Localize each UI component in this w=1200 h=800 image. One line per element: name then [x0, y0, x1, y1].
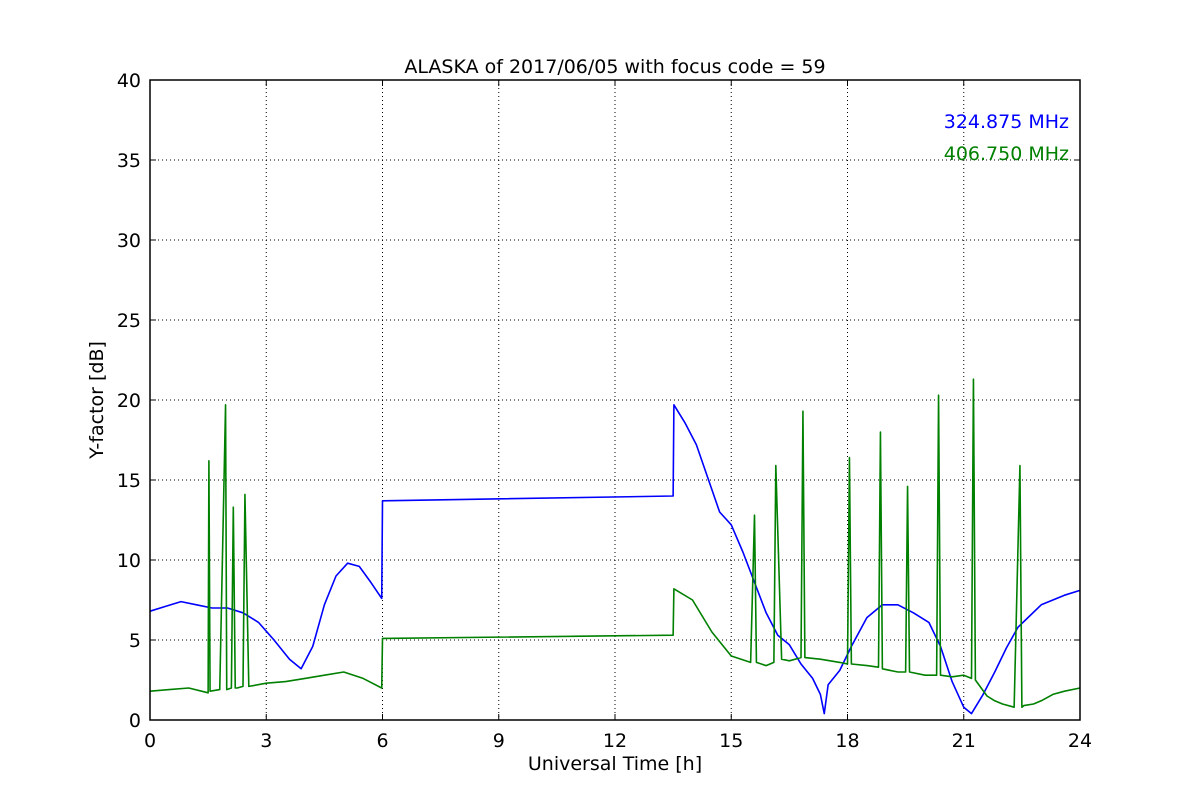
y-tick-label: 35	[117, 150, 141, 172]
y-tick-label: 5	[129, 630, 141, 652]
x-tick-label: 21	[952, 730, 976, 752]
x-tick-label: 12	[603, 730, 627, 752]
x-tick-label: 0	[144, 730, 156, 752]
x-axis-label: Universal Time [h]	[528, 753, 702, 775]
chart-title: ALASKA of 2017/06/05 with focus code = 5…	[404, 56, 825, 78]
y-tick-label: 15	[117, 470, 141, 492]
y-tick-label: 0	[129, 710, 141, 732]
x-tick-label: 3	[260, 730, 272, 752]
x-tick-label: 18	[835, 730, 859, 752]
x-tick-label: 15	[719, 730, 743, 752]
x-tick-label: 24	[1068, 730, 1092, 752]
legend-entry-324-875: 324.875 MHz	[944, 111, 1069, 133]
y-tick-label: 30	[117, 230, 141, 252]
legend-entry-406-750: 406.750 MHz	[944, 143, 1069, 165]
y-tick-label: 10	[117, 550, 141, 572]
tick-labels: 0 3 6 9 12 15 18 21 24 0 5 10 15 20 25 30 35 40	[117, 70, 1092, 752]
series-layer	[149, 378, 1081, 715]
grid	[150, 80, 1080, 720]
legend: 324.875 MHz 406.750 MHz	[944, 111, 1069, 165]
series-line-406-750-mhz	[149, 378, 1081, 709]
y-tick-label: 25	[117, 310, 141, 332]
ticks	[149, 79, 1081, 721]
y-axis-label: Y-factor [dB]	[86, 341, 108, 460]
x-tick-label: 6	[376, 730, 388, 752]
y-tick-label: 40	[117, 70, 141, 92]
series-line-324-875-mhz	[149, 403, 1081, 715]
y-tick-label: 20	[117, 390, 141, 412]
x-tick-label: 9	[493, 730, 505, 752]
